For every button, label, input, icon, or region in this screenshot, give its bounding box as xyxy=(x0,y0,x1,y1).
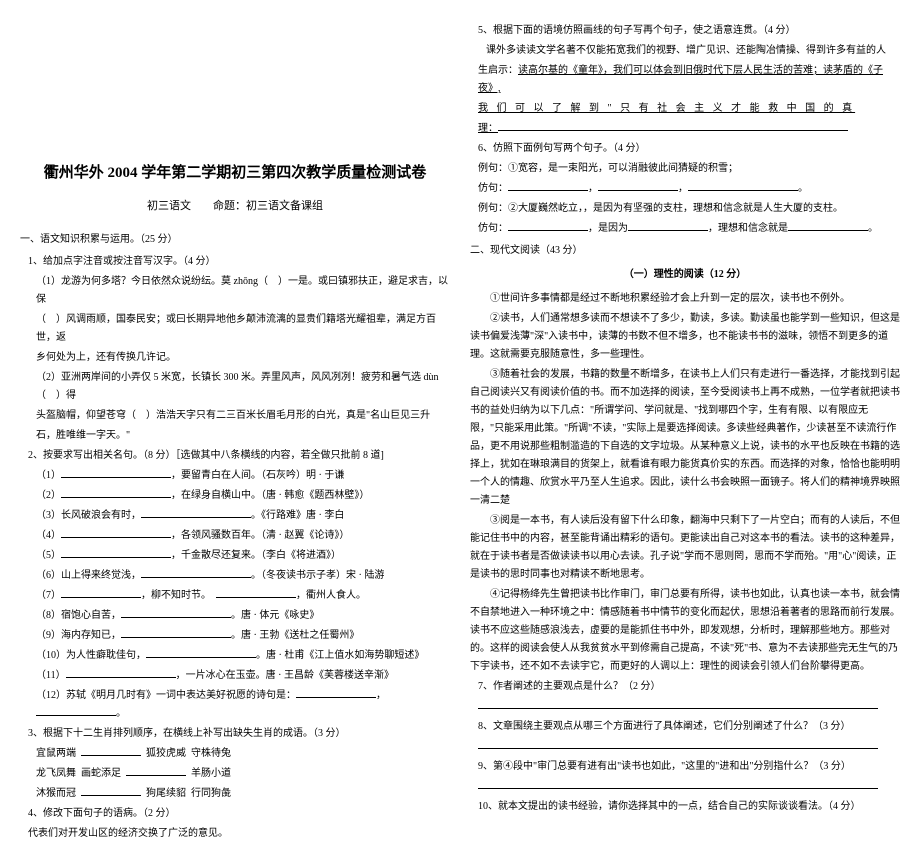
q1-sub1: （1）龙游为何多塔？今日依然众说纷纭。莫 zhōng（ ）一是。或曰镇邪扶正，避… xyxy=(36,273,450,309)
q6-3: 例句：②大厦巍然屹立，，是因为有坚强的支柱，理想和信念就是人生大厦的支柱。 xyxy=(478,200,900,218)
fill-blank[interactable] xyxy=(141,507,251,518)
q4-text: 代表们对开发山区的经济交换了广泛的意见。 xyxy=(28,825,450,843)
q3-row2: 龙飞凤舞 画蛇添足 羊肠小道 xyxy=(36,765,450,783)
q2-11: （11），一片冰心在玉壶。唐 · 王昌龄《芙蓉楼送辛渐》 xyxy=(36,667,450,685)
q3: 3、根据下十二生肖排列顺序，在横线上补写出缺失生肖的成语。（3 分） xyxy=(28,725,450,743)
fill-blank[interactable] xyxy=(36,705,116,716)
left-column: 衢州华外 2004 学年第二学期初三第四次教学质量检测试卷 初三语文 命题：初三… xyxy=(20,20,450,845)
answer-blank[interactable] xyxy=(478,738,878,749)
q1-sub1-cont: （ ）风调雨顺，国泰民安；或曰长期异地他乡颠沛流漓的显贵们籍塔光耀祖辈，满足方百… xyxy=(36,311,450,347)
answer-blank[interactable] xyxy=(478,698,878,709)
q2: 2、按要求写出相关名句。（8 分）［选做其中八条横线的内容，若全做只批前 8 道… xyxy=(28,447,450,465)
q6-2: 仿句：，，。 xyxy=(478,180,900,198)
q2-9: （9）海内存知已，。唐 · 王勃《送杜之任蜀州》 xyxy=(36,627,450,645)
para-3: ③随着社会的发展，书籍的数量不断增多，在读书上人们只有走进行一番选择，才能找到引… xyxy=(470,366,900,510)
q1-sub2-cont: 头盔脑帽，仰望苍穹（ ）浩浩天字只有二三百米长眉毛月形的白光，真是"名山巨见三升 xyxy=(36,407,450,425)
q7-blank xyxy=(478,698,900,716)
fill-blank[interactable] xyxy=(126,765,186,776)
fill-blank[interactable] xyxy=(66,667,176,678)
q3-row1: 宜鼠两端 狐狡虎威 守株待兔 xyxy=(36,745,450,763)
q1-sub2: （2）亚洲两岸间的小弄仅 5 米宽，长镇长 300 米。弄里风声，风风冽冽！疲劳… xyxy=(36,369,450,405)
q2-1: （1），要留青白在人间。（石灰吟）明 · 于谦 xyxy=(36,467,450,485)
fill-blank[interactable] xyxy=(121,627,231,638)
fill-blank[interactable] xyxy=(498,120,848,131)
fill-blank[interactable] xyxy=(598,180,678,191)
para-2: ②读书，人们通常想多读而不想读不了多少，勤读，多读。勤读虽也能学到一些知识，但这… xyxy=(470,310,900,364)
q2-8: （8）宿饱心自苦，。唐 · 体元《咏史》 xyxy=(36,607,450,625)
q1-sub2-cont2: 石，胜唯维一字天。" xyxy=(36,427,450,445)
q5-text1: 课外多读读文学名著不仅能拓宽我们的视野、增广见识、还能陶冶情操、得到许多有益的人 xyxy=(486,42,900,60)
fill-blank[interactable] xyxy=(688,180,798,191)
fill-blank[interactable] xyxy=(61,467,171,478)
fill-blank[interactable] xyxy=(81,745,141,756)
fill-blank[interactable] xyxy=(61,487,171,498)
q2-12: （12）苏轼《明月几时有》一词中表达美好祝愿的诗句是：，。 xyxy=(36,687,450,723)
fill-blank[interactable] xyxy=(61,587,141,598)
fill-blank[interactable] xyxy=(216,587,296,598)
q8: 8、文章围绕主要观点从哪三个方面进行了具体阐述，它们分别阐述了什么？（3 分） xyxy=(478,718,900,736)
q5-text4: 理： xyxy=(478,120,900,138)
q2-5: （5），千金散尽还复来。（李白《将进酒》） xyxy=(36,547,450,565)
q6: 6、仿照下面例句写两个句子。（4 分） xyxy=(478,140,900,158)
reading-title: （一）理性的阅读（12 分） xyxy=(470,266,900,284)
q6-4: 仿句：，是因为，理想和信念就是。 xyxy=(478,220,900,238)
q5-text3: 我 们 可 以 了 解 到 " 只 有 社 会 主 义 才 能 救 中 国 的 … xyxy=(478,100,900,118)
fill-blank[interactable] xyxy=(628,220,708,231)
q3-row3: 沐猴而冠 狗尾续貂 行同狗彘 xyxy=(36,785,450,803)
fill-blank[interactable] xyxy=(141,567,251,578)
q9: 9、第④段中"审门总要有进有出"读书也如此，"这里的"进和出"分别指什么？（3 … xyxy=(478,758,900,776)
exam-subtitle: 初三语文 命题：初三语文备课组 xyxy=(20,197,450,217)
q2-10: （10）为人性癖耽佳句，。唐 · 杜甫《江上值水如海势聊短述》 xyxy=(36,647,450,665)
fill-blank[interactable] xyxy=(61,527,171,538)
subject: 初三语文 xyxy=(147,200,191,212)
section-1: 一、语文知识积累与运用。（25 分） xyxy=(20,231,450,249)
q7: 7、作者阐述的主要观点是什么？（2 分） xyxy=(478,678,900,696)
q2-7: （7），柳不知时节。 ，衢州人食人。 xyxy=(36,587,450,605)
q8-blank xyxy=(478,738,900,756)
exam-title: 衢州华外 2004 学年第二学期初三第四次教学质量检测试卷 xyxy=(20,160,450,187)
para-4: ③阅是一本书，有人读后没有留下什么印象，翻海中只剩下了一片空白；而有的人读后，不… xyxy=(470,512,900,584)
para-1: ①世间许多事情都是经过不断地积累经验才会上升到一定的层次，读书也不例外。 xyxy=(470,290,900,308)
q2-6: （6）山上得来终觉浅，。（冬夜读书示子孝）宋 · 陆游 xyxy=(36,567,450,585)
fill-blank[interactable] xyxy=(508,220,588,231)
q1: 1、给加点字注音或按注音写汉字。（4 分） xyxy=(28,253,450,271)
q5: 5、根据下面的语境仿照画线的句子写再个句子，使之语意连贯。（4 分） xyxy=(478,22,900,40)
q2-3: （3）长风破浪会有时，。《行路难》唐 · 李白 xyxy=(36,507,450,525)
q2-2: （2），在绿身自横山中。（唐 · 韩愈《题西林壁》） xyxy=(36,487,450,505)
answer-blank[interactable] xyxy=(478,778,878,789)
q4: 4、修改下面句子的语病。（2 分） xyxy=(28,805,450,823)
fill-blank[interactable] xyxy=(508,180,588,191)
fill-blank[interactable] xyxy=(121,607,231,618)
author-label: 命题：初三语文备课组 xyxy=(213,200,323,212)
fill-blank[interactable] xyxy=(61,547,171,558)
section-2: 二、现代文阅读（43 分） xyxy=(470,242,900,260)
q2-4: （4），各领风骚数百年。（清 · 赵翼《论诗》） xyxy=(36,527,450,545)
q10: 10、就本文提出的读书经验，请你选择其中的一点，结合自己的实际谈谈看法。（4 分… xyxy=(478,798,900,816)
q6-1: 例句：①宽容，是一束阳光，可以消融彼此间猜疑的积雪； xyxy=(478,160,900,178)
fill-blank[interactable] xyxy=(296,687,376,698)
para-5: ④记得杨绛先生曾把读书比作审门，审门总要有所得，读书也如此，认真也读一本书，就会… xyxy=(470,586,900,676)
right-column: 5、根据下面的语境仿照画线的句子写再个句子，使之语意连贯。（4 分） 课外多读读… xyxy=(470,20,900,845)
q1-sub1-cont2: 乡何处为上，还有传换几许记。 xyxy=(36,349,450,367)
q9-blank xyxy=(478,778,900,796)
q5-text2: 生启示：读高尔基的《童年》，我们可以体会到旧俄时代下层人民生活的苦难；读茅盾的《… xyxy=(478,62,900,98)
fill-blank[interactable] xyxy=(788,220,868,231)
fill-blank[interactable] xyxy=(81,785,141,796)
fill-blank[interactable] xyxy=(146,647,256,658)
